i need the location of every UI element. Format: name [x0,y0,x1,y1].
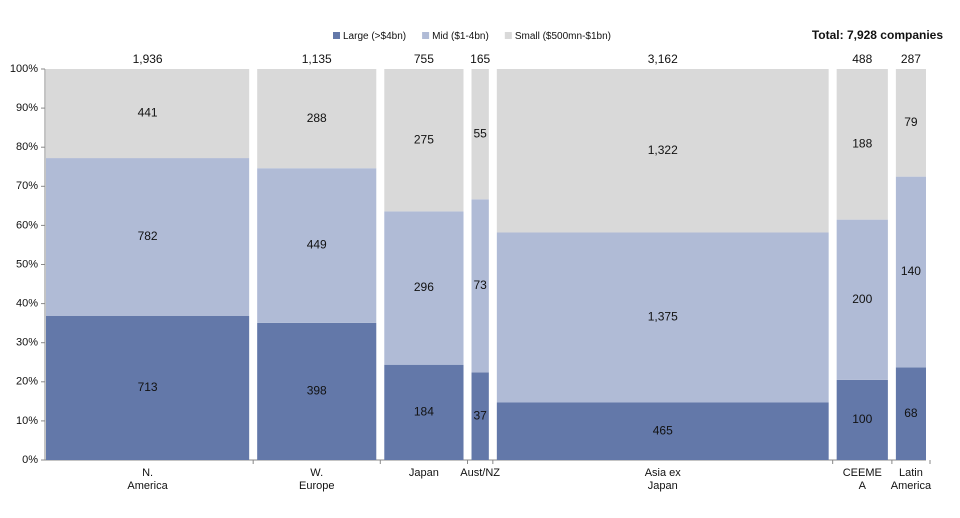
x-tick-label: Europe [299,480,334,492]
data-label: 441 [138,106,158,120]
bar-segment [471,69,489,200]
bar-segment [895,69,926,177]
bar-segment [46,158,250,317]
bar-segment [895,176,926,368]
data-label: 1,322 [648,143,678,157]
bar-segment [836,219,888,380]
y-tick-label: 60% [16,219,38,231]
x-tick-label: America [891,480,932,492]
total-label: 488 [852,52,872,66]
y-tick-label: 0% [22,454,38,466]
legend-swatch [422,32,430,39]
y-tick-label: 90% [16,102,38,114]
x-tick-label: CEEME [843,467,882,479]
y-tick-label: 40% [16,298,38,310]
legend-label: Small ($500mn-$1bn) [515,31,611,42]
annotation: Total: 7,928 companies [812,28,943,42]
x-tick-label: W. [310,467,323,479]
y-tick-label: 70% [16,180,38,192]
total-label: 287 [901,52,921,66]
data-label: 288 [307,111,327,125]
bar-segment [257,69,377,169]
y-tick-label: 20% [16,376,38,388]
legend-swatch [504,32,512,39]
bar-segment [836,379,888,460]
data-label: 465 [653,423,673,437]
y-tick-label: 80% [16,141,38,153]
data-label: 100 [852,412,872,426]
x-tick-label: Latin [899,467,923,479]
bar-segment [496,232,829,403]
bar-segment [384,364,464,460]
x-tick-label: Asia ex [645,467,682,479]
data-label: 140 [901,264,921,278]
data-label: 398 [307,384,327,398]
bar-segment [257,322,377,460]
bar-segment [46,69,250,159]
data-label: 296 [414,280,434,294]
data-label: 68 [904,406,918,420]
data-label: 1,375 [648,310,678,324]
bar-segment [46,316,250,460]
data-label: 37 [473,408,487,422]
data-label: 55 [473,126,487,140]
x-tick-label: Japan [409,467,439,479]
legend-swatch [333,32,340,39]
data-label: 79 [904,115,918,129]
data-label: 713 [138,380,158,394]
x-tick-label: N. [142,467,153,479]
data-label: 188 [852,136,872,150]
total-label: 165 [470,52,490,66]
y-tick-label: 100% [10,63,38,75]
data-label: 275 [414,132,434,146]
bar-segment [257,168,377,323]
bar-segment [496,402,829,460]
data-label: 200 [852,292,872,306]
bar-segment [836,69,888,220]
data-label: 184 [414,405,434,419]
bar-segment [496,69,829,233]
bar-segment [384,69,464,212]
y-tick-label: 50% [16,258,38,270]
total-label: 1,936 [133,52,163,66]
data-label: 782 [138,229,158,243]
x-tick-label: America [127,480,168,492]
x-tick-label: A [859,480,867,492]
total-label: 3,162 [648,52,678,66]
total-label: 1,135 [302,52,332,66]
y-tick-label: 10% [16,415,38,427]
legend-label: Mid ($1-4bn) [432,31,489,42]
bar-segment [895,367,926,460]
x-tick-label: Aust/NZ [460,467,500,479]
x-tick-label: Japan [648,480,678,492]
bar-segment [471,199,489,373]
data-label: 449 [307,238,327,252]
bar-segment [471,372,489,460]
legend-label: Large (>$4bn) [343,31,406,42]
bar-segment [384,211,464,365]
total-label: 755 [414,52,434,66]
data-label: 73 [473,278,487,292]
y-tick-label: 30% [16,337,38,349]
